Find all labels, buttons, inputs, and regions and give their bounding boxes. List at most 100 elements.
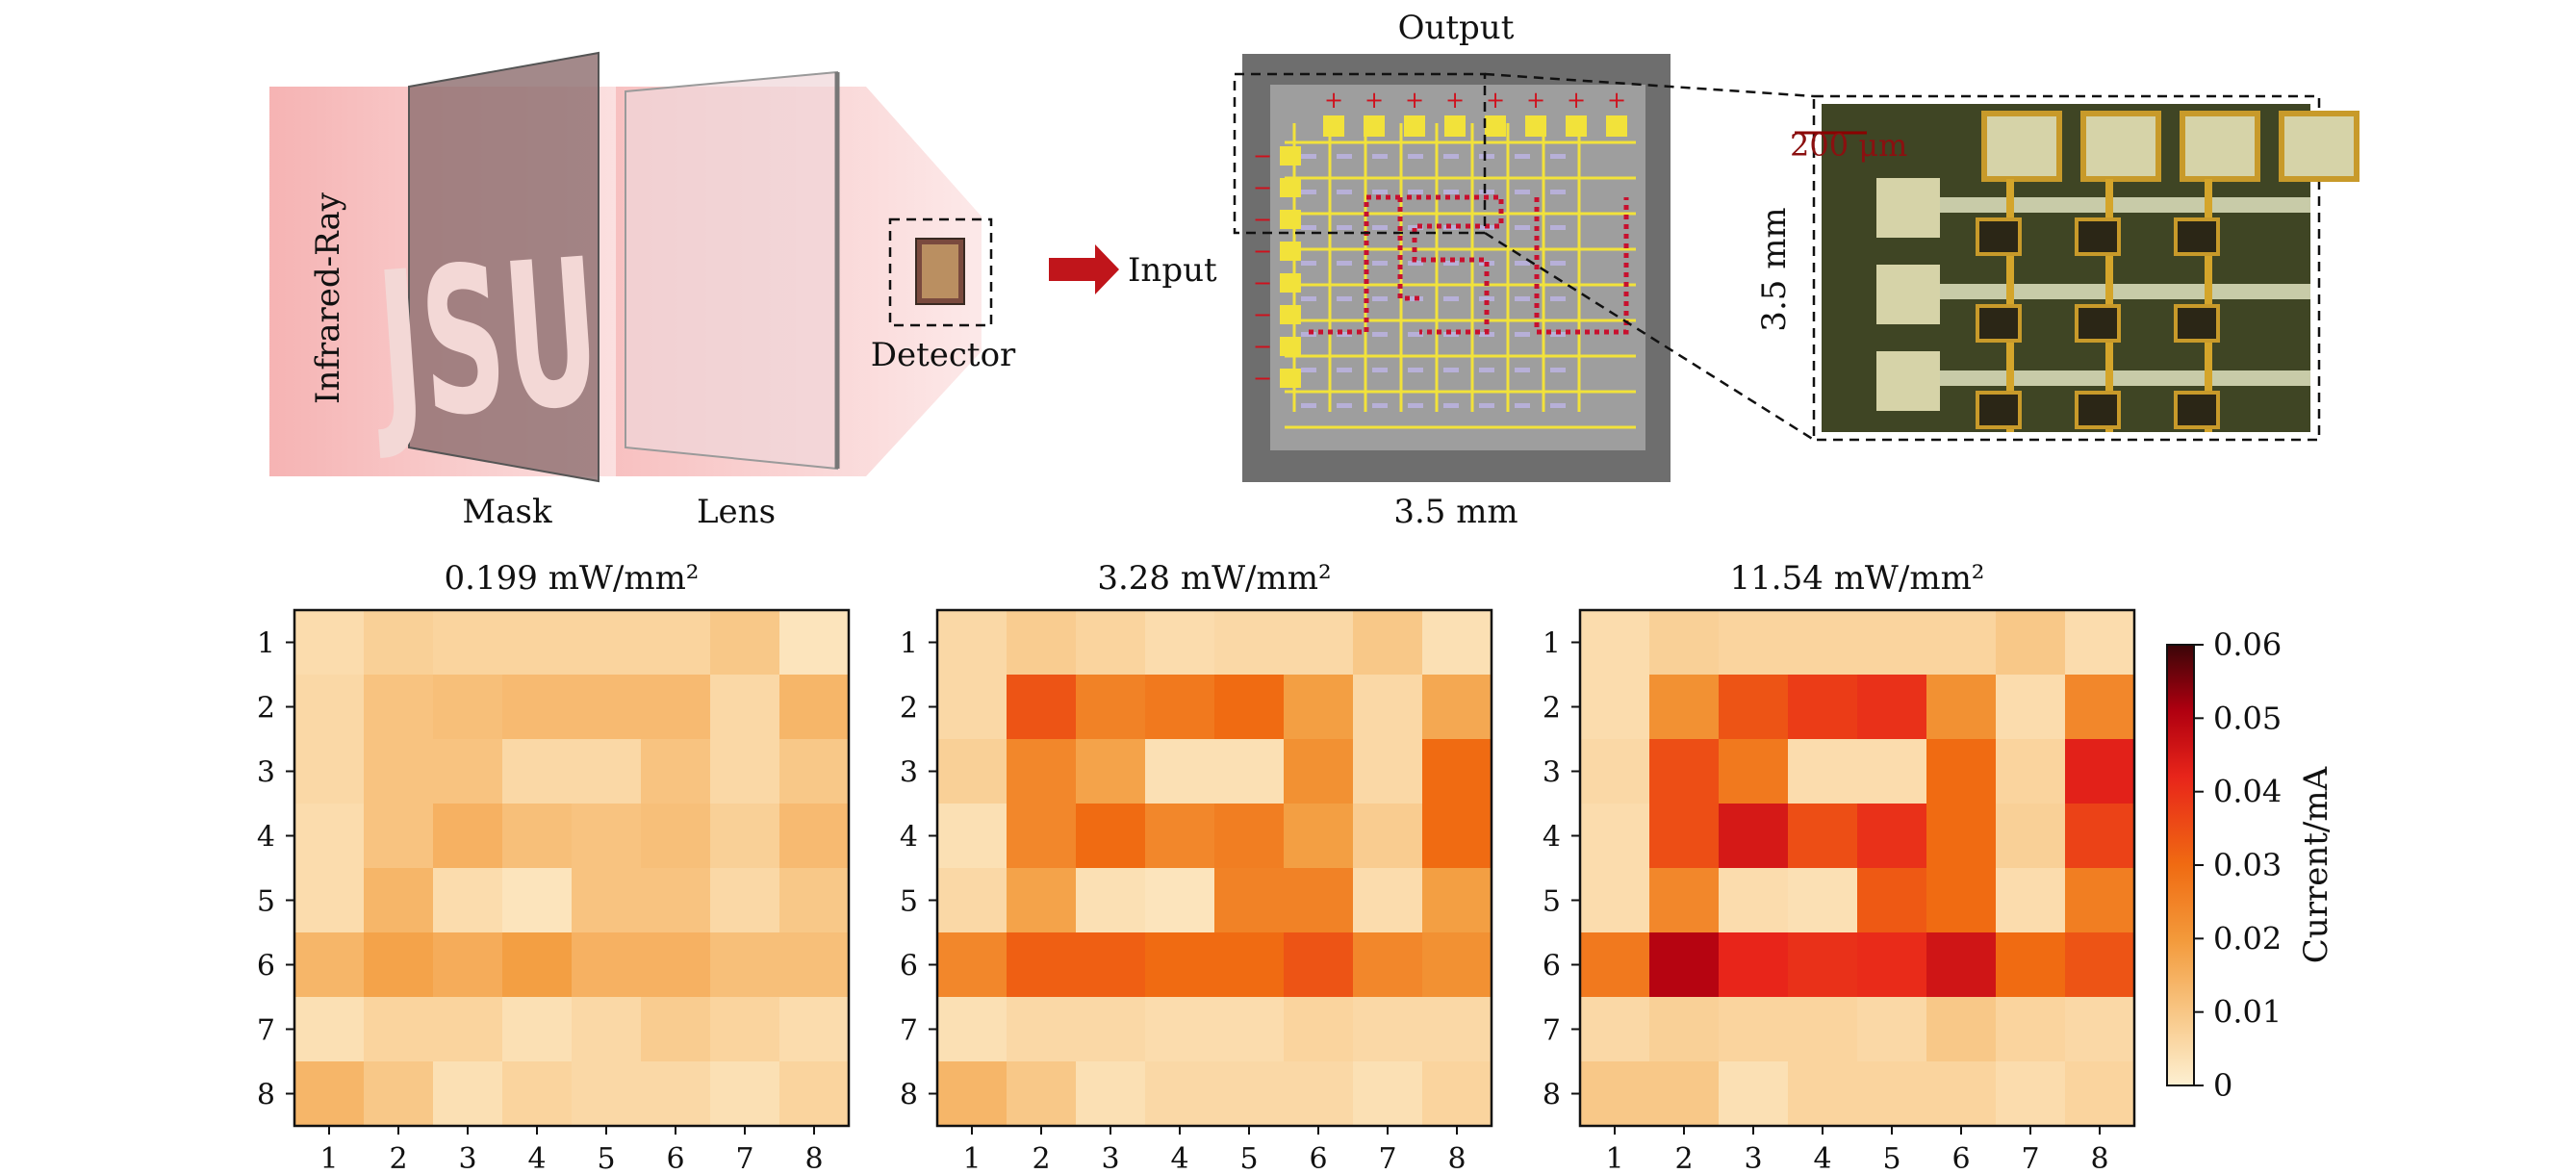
y-tick-label: 8 — [1543, 1079, 1561, 1112]
pixel-element — [1443, 261, 1459, 266]
heatmap-cell — [433, 675, 503, 740]
input-pad — [1280, 242, 1301, 261]
heatmap-cell — [1076, 675, 1146, 740]
heatmap-cell — [1284, 1061, 1354, 1127]
heatmap-cell — [2065, 997, 2135, 1062]
heatmap-cell — [294, 997, 365, 1062]
heatmap-cell — [364, 932, 434, 998]
heatmap-cell — [1788, 868, 1858, 933]
y-tick-label: 2 — [257, 692, 275, 726]
micro-pixel — [2075, 217, 2121, 256]
heatmap-cell — [1353, 997, 1423, 1062]
heatmap-cell — [1857, 675, 1927, 740]
pixel-element — [1337, 261, 1352, 266]
heatmap-cell — [2065, 804, 2135, 869]
heatmap-cell — [1719, 1061, 1789, 1127]
micrograph: 200 μm 3.5 mm — [1755, 94, 2359, 442]
output-pad — [1606, 115, 1627, 137]
pixel-element — [1372, 190, 1388, 194]
heatmap-cell — [1076, 868, 1146, 933]
heatmap-cell — [294, 804, 365, 869]
heatmap-cell — [1353, 932, 1423, 998]
heatmap-cell — [1076, 739, 1146, 804]
pixel-element — [1550, 154, 1566, 159]
colorbar-ticks: 0.06 0.05 0.04 0.03 0.02 0.01 0 — [2194, 626, 2282, 1104]
pixel-element — [1515, 190, 1530, 194]
pixel-element — [1408, 368, 1423, 372]
heatmap-cell — [1649, 1061, 1720, 1127]
lens-plate — [625, 70, 838, 471]
heatmap-cell — [779, 932, 850, 998]
heatmap-title: 0.199 mW/mm² — [445, 559, 700, 598]
pixel-element — [1301, 261, 1316, 266]
y-tick-label: 7 — [900, 1014, 918, 1048]
y-tick-label: 2 — [900, 692, 918, 726]
colorbar-tick-label: 0.02 — [2213, 920, 2282, 957]
colorbar-tick-label: 0 — [2213, 1067, 2232, 1104]
colorbar-tick-label: 0.01 — [2213, 994, 2282, 1031]
heatmap-panel: 0.199 mW/mm² 1 2 3 4 5 6 7 8 1 2 3 4 5 6 7 8 — [257, 559, 851, 1174]
detector-box — [888, 217, 993, 327]
heatmap-cell — [1788, 610, 1858, 676]
heatmap-cell — [1649, 932, 1720, 998]
heatmap-cell — [572, 675, 642, 740]
heatmap-cell — [1422, 739, 1492, 804]
y-tick-label: 5 — [1543, 885, 1561, 919]
heatmap-cell — [1996, 997, 2066, 1062]
heatmap-cell — [1214, 868, 1285, 933]
heatmap-cell — [710, 675, 780, 740]
micro-output-pad — [2279, 111, 2359, 182]
micro-row-line — [1940, 284, 2310, 299]
pixel-element — [1372, 261, 1388, 266]
heatmap-cell — [1649, 868, 1720, 933]
pixel-element — [1337, 296, 1352, 301]
heatmap-cell — [1284, 675, 1354, 740]
heatmap-cell — [1580, 868, 1650, 933]
output-pad-sign: + — [1445, 87, 1465, 114]
heatmap-cell — [641, 675, 711, 740]
heatmap-cell — [1145, 1061, 1215, 1127]
y-tick-label: 3 — [900, 756, 918, 790]
detector-array — [922, 244, 958, 298]
x-tick-label: 7 — [2021, 1142, 2039, 1174]
input-pad — [1280, 273, 1301, 293]
pixel-element — [1550, 368, 1566, 372]
x-tick-label: 4 — [1170, 1142, 1188, 1174]
heatmap-cell — [641, 610, 711, 676]
heatmap-cell — [937, 804, 1007, 869]
heatmap-cell — [1857, 804, 1927, 869]
pixel-element — [1301, 368, 1316, 372]
heatmap-cell — [1007, 868, 1077, 933]
input-pad-sign: − — [1253, 301, 1272, 328]
heatmap-cell — [1422, 997, 1492, 1062]
pixel-element — [1408, 225, 1423, 230]
heatmap-cell — [1996, 804, 2066, 869]
heatmap-cell — [1649, 997, 1720, 1062]
heatmap-cell — [1422, 868, 1492, 933]
heatmap-cell — [1580, 739, 1650, 804]
heatmap-cell — [364, 868, 434, 933]
heatmap-cell — [1076, 804, 1146, 869]
output-label: Output — [1398, 9, 1515, 47]
heatmap-cell — [2065, 610, 2135, 676]
pixel-element — [1515, 403, 1530, 408]
micro-input-pad — [1876, 351, 1940, 411]
heatmap-title: 3.28 mW/mm² — [1097, 559, 1331, 598]
pixel-element — [1515, 261, 1530, 266]
pixel-element — [1550, 403, 1566, 408]
heatmap-cell — [1788, 997, 1858, 1062]
y-tick-label: 7 — [1543, 1014, 1561, 1048]
colorbar-gradient — [2166, 644, 2195, 1086]
heatmap-cell — [1788, 932, 1858, 998]
x-tick-label: 6 — [666, 1142, 684, 1174]
heatmap-panel: 3.28 mW/mm² 1 2 3 4 5 6 7 8 1 2 3 4 5 6 7 8 — [900, 559, 1493, 1174]
heatmap-cell — [1145, 675, 1215, 740]
heatmap-cell — [1422, 610, 1492, 676]
pixel-element — [1337, 154, 1352, 159]
mask-label: Mask — [462, 493, 552, 531]
micro-input-pad — [1876, 265, 1940, 324]
heatmap-cell — [433, 804, 503, 869]
pixel-element — [1408, 190, 1423, 194]
heatmap-cell — [433, 997, 503, 1062]
y-tick-label: 1 — [900, 627, 918, 661]
